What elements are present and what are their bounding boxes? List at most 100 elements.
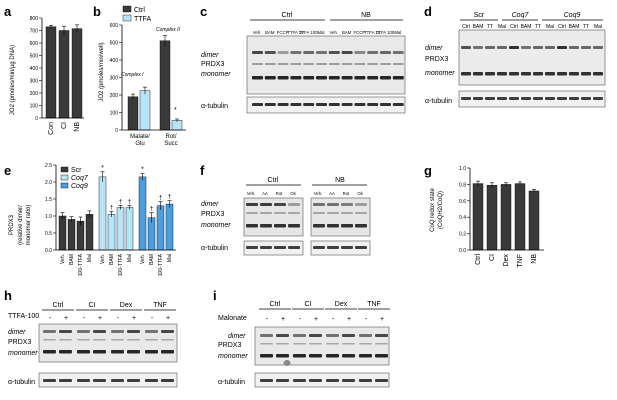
category-label: Mal: [127, 254, 133, 262]
panel-b-yticks: 0 100 200 300 400 500 600: [110, 23, 122, 134]
band-tubulin: [341, 246, 353, 249]
panel-a-y-tick-label: 300: [30, 79, 39, 85]
group-label-tnf: TNF: [153, 302, 167, 309]
band-prdx3: [43, 339, 56, 341]
band-tubulin: [309, 379, 322, 382]
panel-g-y-tick-label: 0.4: [459, 215, 466, 221]
band-tubulin: [145, 379, 158, 382]
band-dimer: [274, 203, 286, 206]
band-monomer: [161, 350, 174, 354]
band-tubulin: [43, 379, 56, 382]
sign-plus: +: [281, 316, 285, 323]
blot-f-ctrl-tubulin: [243, 240, 304, 256]
lane-label: Veh.: [314, 191, 323, 196]
band-tubulin: [277, 103, 289, 106]
band-tubulin: [328, 103, 340, 106]
lane-label: AA: [262, 191, 268, 196]
band-monomer: [354, 76, 366, 80]
band-dimer: [161, 330, 174, 333]
panel-f-tubulin-bands: [246, 246, 367, 249]
bar-ctrl: [472, 183, 484, 251]
band-monomer: [59, 350, 72, 354]
mark-dagger: †: [159, 196, 162, 202]
band-monomer: [43, 350, 56, 354]
group-label-ci: CI: [89, 302, 96, 309]
category-label: Veh.: [100, 254, 106, 264]
band-tubulin: [354, 103, 366, 106]
panel-e-legend: Scr Coq7 Coq9: [60, 166, 89, 190]
panel-g-yticks: 0.0 0.2 0.4 0.6 0.8 1.0: [459, 166, 470, 254]
band-tubulin: [342, 379, 355, 382]
group-label-ci: CI: [305, 301, 312, 308]
band-dimer: [309, 334, 322, 337]
panel-g-bars: [472, 180, 540, 251]
panel-a-y-tick-label: 700: [30, 29, 39, 35]
band-dimer: [260, 203, 272, 206]
panel-a-y-tick-label: 600: [30, 41, 39, 47]
band-monomer: [380, 76, 391, 80]
legend-swatch-coq9: [60, 182, 69, 189]
band-prdx3: [276, 343, 289, 345]
lane-label: Ctrl: [510, 24, 518, 30]
band-prdx3: [260, 343, 273, 345]
bar-ci: [486, 185, 498, 251]
band-label-tubulin: α-tubulin: [201, 245, 228, 252]
panel-i-bands: [260, 334, 388, 358]
band-label-monomer: monomer: [8, 350, 38, 357]
bar-nb: [528, 190, 540, 251]
band-tubulin: [303, 103, 315, 106]
panel-d-bands: [461, 46, 603, 76]
band-tubulin: [260, 246, 272, 249]
band-dimer: [328, 51, 340, 54]
mark-star: *: [141, 167, 144, 174]
band-prdx3: [252, 63, 263, 65]
band-prdx3: [111, 339, 124, 341]
band-monomer: [290, 76, 302, 80]
panel-b-y-tick-label: 300: [110, 76, 119, 82]
panel-a-ylabel: JO2 (pmoles/min/µg DNA): [10, 45, 16, 115]
lane-label: Mal: [318, 30, 325, 35]
panel-i: i Malonate Ctrl - + CI - + Dex - + TNF - + dimer PR…: [213, 288, 390, 388]
band-tubulin: [557, 97, 567, 100]
band-tubulin: [161, 379, 174, 382]
band-dimer: [392, 51, 404, 54]
band-monomer: [93, 350, 106, 354]
band-tubulin: [260, 379, 273, 382]
panel-b-legend: Ctrl TTFA: [122, 5, 151, 23]
category-label-dex: Dex: [503, 254, 510, 267]
panel-g-y-tick-label: 0.6: [459, 199, 466, 205]
band-tubulin: [521, 97, 531, 100]
band-dimer: [342, 334, 355, 337]
band-monomer: [341, 76, 353, 80]
group-label-ctrl: Ctrl: [53, 302, 64, 309]
blot-c-prdx3: [246, 35, 406, 95]
band-prdx3: [326, 343, 339, 345]
lane-label: Ok: [290, 191, 296, 196]
band-dimer: [313, 203, 325, 206]
panel-c-bands: [252, 51, 404, 80]
band-monomer: [473, 72, 483, 76]
band-prdx3: [277, 63, 289, 65]
band-monomer: [77, 350, 90, 354]
band-monomer: [485, 72, 495, 76]
band-prdx3: [380, 63, 391, 65]
band-label-dimer: dimer: [201, 52, 219, 59]
lane-label: TT: [487, 24, 493, 30]
band-prdx3: [392, 63, 404, 65]
sign-minus: -: [83, 315, 86, 322]
group-label-coq7: Coq7: [512, 12, 530, 19]
band-monomer: [341, 224, 353, 228]
panel-g-y-tick-label: 0.8: [459, 182, 466, 188]
band-monomer: [355, 224, 367, 228]
band-dimer: [485, 46, 495, 49]
band-prdx3: [77, 339, 90, 341]
band-tubulin: [533, 97, 543, 100]
sign-plus: +: [166, 315, 170, 322]
lane-label: BAM: [265, 30, 275, 35]
blot-h-tubulin: [38, 372, 178, 388]
band-tubulin: [593, 97, 603, 100]
legend-swatch-ctrl: [122, 5, 132, 13]
band-dimer: [316, 51, 327, 54]
sign-plus: +: [132, 315, 136, 322]
